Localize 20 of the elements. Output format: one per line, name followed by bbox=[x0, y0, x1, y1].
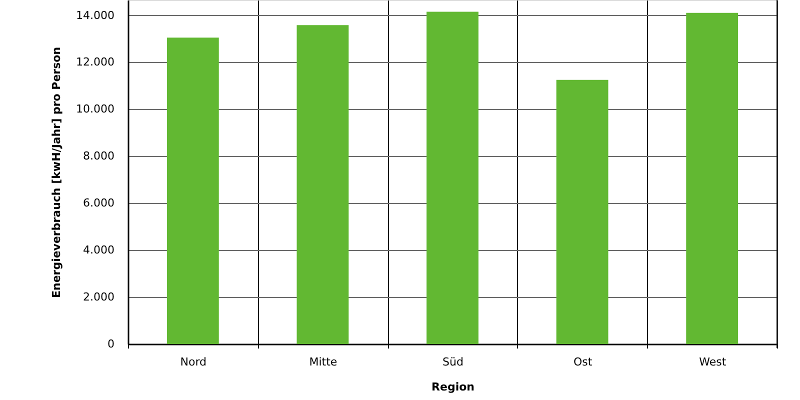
y-tick-label: 2.000 bbox=[83, 290, 114, 304]
y-tick-label: 4.000 bbox=[83, 244, 114, 257]
bar bbox=[296, 25, 349, 344]
x-tick-label: Süd bbox=[442, 356, 464, 368]
y-tick-label: 8.000 bbox=[83, 150, 114, 163]
y-tick-label: 14.000 bbox=[76, 8, 114, 22]
bar bbox=[426, 12, 478, 344]
y-tick-label: 6.000 bbox=[83, 196, 114, 210]
x-tick-label: West bbox=[699, 356, 727, 368]
y-tick-label: 12.000 bbox=[76, 56, 114, 69]
bar bbox=[686, 12, 738, 344]
y-tick-label: 0 bbox=[108, 338, 114, 350]
bar bbox=[556, 80, 608, 344]
bar bbox=[166, 38, 219, 344]
y-axis-title: Energieverbrauch [kwH/Jahr] pro Person bbox=[50, 46, 64, 298]
x-tick-label: Mitte bbox=[309, 356, 338, 368]
x-tick-label: Nord bbox=[180, 356, 207, 368]
y-tick-label: 10.000 bbox=[76, 102, 114, 116]
x-axis-title: Region bbox=[432, 380, 474, 394]
x-tick-label: Ost bbox=[573, 356, 593, 368]
